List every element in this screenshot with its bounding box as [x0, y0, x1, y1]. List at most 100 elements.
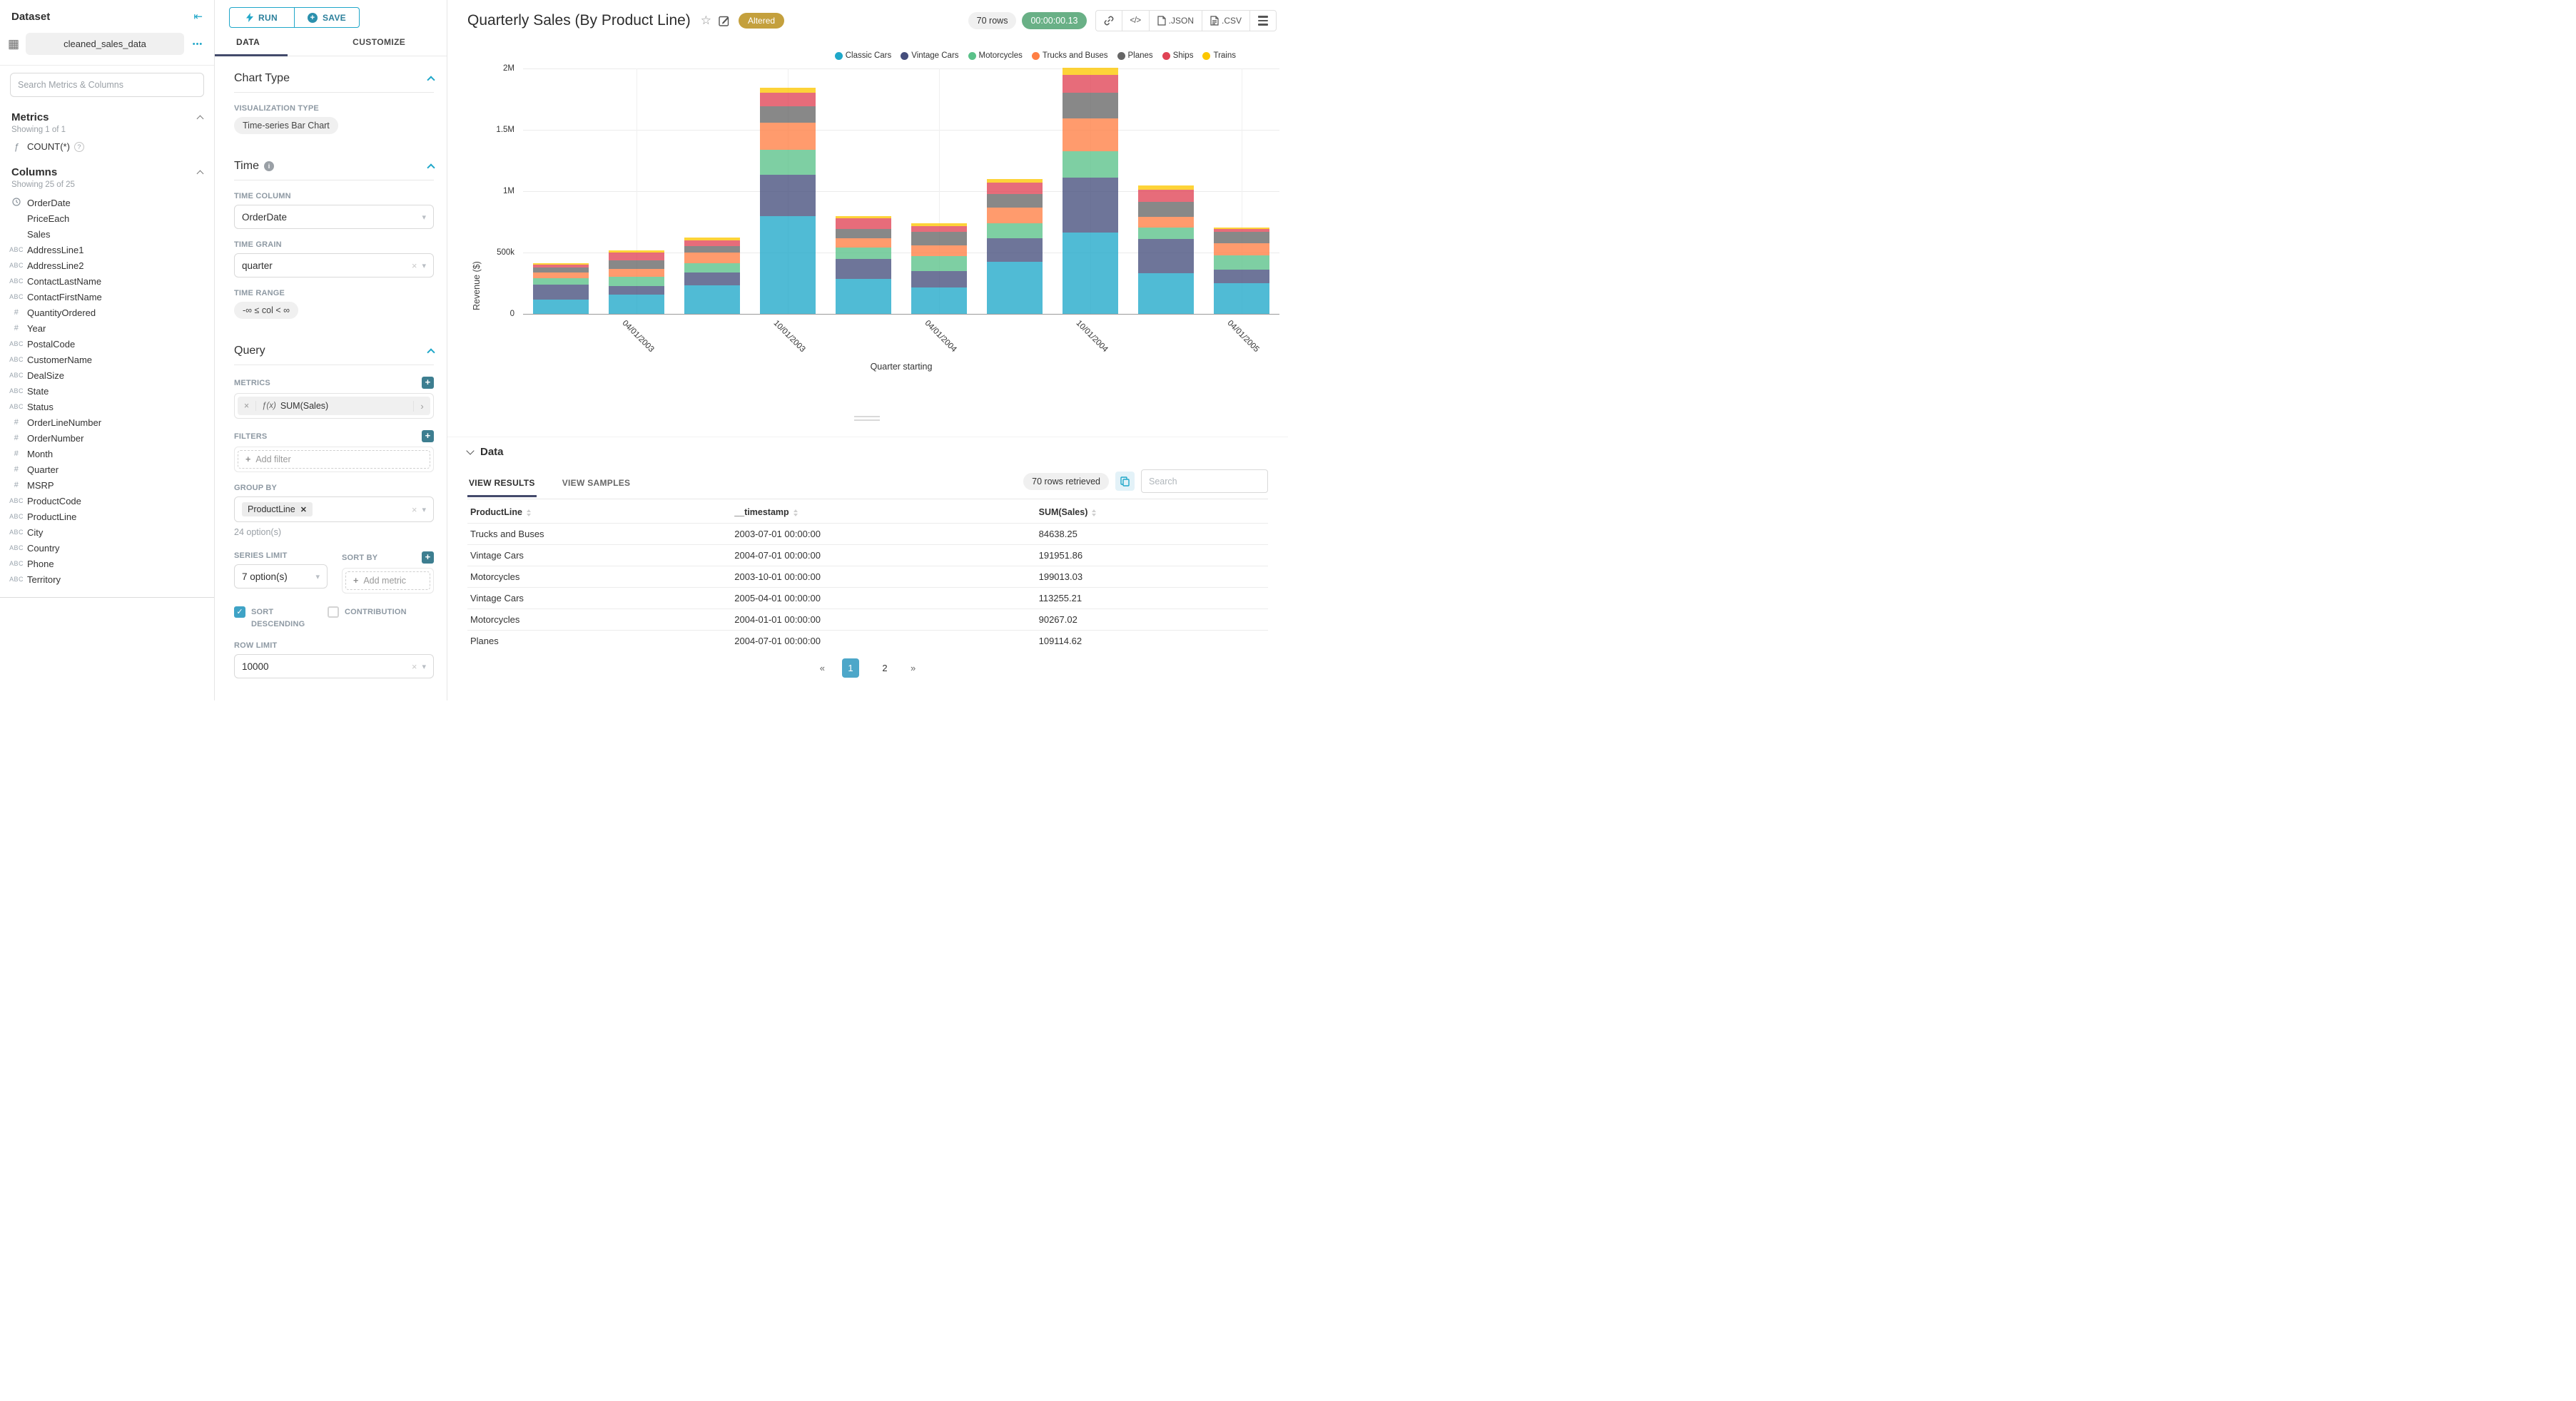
bar-segment[interactable] — [1214, 243, 1269, 255]
clear-icon[interactable]: × — [411, 504, 417, 515]
column-item[interactable]: ABC CustomerName — [0, 352, 214, 367]
metric-help-icon[interactable]: ? — [73, 141, 84, 152]
clear-icon[interactable]: × — [411, 260, 417, 271]
bar-segment[interactable] — [533, 299, 589, 315]
altered-badge[interactable]: Altered — [739, 13, 785, 29]
bar-segment[interactable] — [760, 106, 816, 123]
time-collapse-icon[interactable] — [427, 163, 435, 172]
bar-segment[interactable] — [760, 123, 816, 151]
column-item[interactable]: Sales — [0, 226, 214, 242]
bar-segment[interactable] — [533, 267, 589, 272]
stacked-bar[interactable] — [609, 250, 664, 315]
bar-segment[interactable] — [911, 225, 967, 233]
column-item[interactable]: # Quarter — [0, 462, 214, 477]
add-sort-metric-button[interactable]: + Add metric — [345, 571, 430, 590]
remove-metric-icon[interactable]: × — [238, 401, 256, 411]
column-item[interactable]: ABC Phone — [0, 556, 214, 571]
stacked-bar[interactable] — [911, 223, 967, 315]
bar-segment[interactable] — [1138, 201, 1194, 217]
bar-segment[interactable] — [1063, 75, 1118, 93]
bar-segment[interactable] — [836, 238, 891, 248]
bar-segment[interactable] — [1214, 232, 1269, 243]
bar-segment[interactable] — [1138, 272, 1194, 315]
bar-segment[interactable] — [684, 285, 740, 315]
add-filter-plus-button[interactable]: + — [422, 430, 434, 442]
expand-metric-icon[interactable]: › — [413, 400, 430, 412]
legend-item[interactable]: Classic Cars — [834, 51, 891, 60]
columns-collapse-icon[interactable] — [196, 170, 204, 178]
data-panel-toggle[interactable]: Data — [466, 437, 1268, 458]
bar-segment[interactable] — [533, 277, 589, 285]
clear-icon[interactable]: × — [411, 661, 417, 672]
column-header[interactable]: ProductLine — [467, 501, 731, 524]
add-metric-plus-button[interactable]: + — [422, 377, 434, 389]
bar-segment[interactable] — [836, 248, 891, 259]
bar-segment[interactable] — [684, 246, 740, 253]
column-header[interactable]: SUM(Sales) — [1036, 501, 1268, 524]
bar-segment[interactable] — [1063, 92, 1118, 119]
bar-segment[interactable] — [1214, 269, 1269, 283]
column-header[interactable]: __timestamp — [731, 501, 1035, 524]
bar-segment[interactable] — [1214, 282, 1269, 315]
stacked-bar[interactable] — [1138, 185, 1194, 315]
bar-segment[interactable] — [1138, 228, 1194, 240]
time-grain-select[interactable]: quarter × ▾ — [234, 253, 434, 277]
column-item[interactable]: ABC Country — [0, 540, 214, 556]
tab-view-results[interactable]: VIEW RESULTS — [467, 472, 537, 497]
query-collapse-icon[interactable] — [427, 348, 435, 357]
page-button[interactable]: 2 — [882, 663, 888, 673]
bar-segment[interactable] — [987, 223, 1043, 239]
bar-segment[interactable] — [1063, 151, 1118, 178]
previous-page-button[interactable]: « — [819, 663, 825, 673]
series-limit-select[interactable]: 7 option(s) ▾ — [234, 564, 328, 589]
column-item[interactable]: # MSRP — [0, 477, 214, 493]
page-button[interactable]: 1 — [842, 658, 859, 678]
bar-segment[interactable] — [684, 253, 740, 263]
bar-segment[interactable] — [609, 253, 664, 261]
column-item[interactable]: # OrderLineNumber — [0, 414, 214, 430]
bar-segment[interactable] — [911, 271, 967, 287]
column-item[interactable]: ABC ContactFirstName — [0, 289, 214, 305]
metric-item[interactable]: ƒ COUNT(*) ? — [0, 137, 214, 155]
bar-segment[interactable] — [533, 263, 589, 265]
dataset-selector[interactable]: cleaned_sales_data — [26, 33, 184, 55]
stacked-bar[interactable] — [760, 88, 816, 315]
sort-descending-checkbox[interactable]: ✓ — [234, 606, 245, 618]
bar-segment[interactable] — [987, 183, 1043, 194]
column-item[interactable]: ABC DealSize — [0, 367, 214, 383]
legend-item[interactable]: Motorcycles — [968, 51, 1023, 60]
bar-segment[interactable] — [684, 238, 740, 240]
stacked-bar[interactable] — [836, 215, 891, 315]
bar-segment[interactable] — [684, 240, 740, 247]
column-item[interactable]: # Year — [0, 320, 214, 336]
remove-tag-icon[interactable]: ✕ — [300, 505, 307, 514]
group-by-select[interactable]: ProductLine ✕ × ▾ — [234, 496, 434, 522]
collapse-sidebar-icon[interactable]: ⇤ — [193, 11, 203, 23]
bar-segment[interactable] — [1214, 227, 1269, 230]
bar-segment[interactable] — [533, 272, 589, 278]
column-item[interactable]: # QuantityOrdered — [0, 305, 214, 320]
add-filter-button[interactable]: + Add filter — [238, 450, 430, 469]
bar-segment[interactable] — [760, 216, 816, 315]
bar-segment[interactable] — [1138, 189, 1194, 202]
stacked-bar[interactable] — [1063, 67, 1118, 315]
bar-segment[interactable] — [1063, 118, 1118, 152]
time-range-value[interactable]: -∞ ≤ col < ∞ — [234, 302, 299, 319]
column-item[interactable]: ABC AddressLine2 — [0, 258, 214, 273]
copy-data-button[interactable] — [1115, 472, 1135, 491]
column-item[interactable]: # Month — [0, 446, 214, 462]
bar-segment[interactable] — [609, 268, 664, 277]
bar-segment[interactable] — [1063, 178, 1118, 233]
legend-item[interactable]: Trucks and Buses — [1031, 51, 1108, 60]
metrics-columns-search-input[interactable] — [10, 73, 204, 97]
legend-item[interactable]: Trains — [1202, 51, 1236, 60]
copy-link-button[interactable] — [1096, 11, 1122, 31]
bar-segment[interactable] — [609, 276, 664, 287]
column-item[interactable]: ABC Territory — [0, 571, 214, 587]
tab-view-samples[interactable]: VIEW SAMPLES — [562, 477, 631, 488]
bar-segment[interactable] — [911, 232, 967, 245]
visualization-type-value[interactable]: Time-series Bar Chart — [234, 117, 338, 134]
column-item[interactable]: ABC ProductLine — [0, 509, 214, 524]
chart-type-collapse-icon[interactable] — [427, 76, 435, 84]
column-item[interactable]: ABC ProductCode — [0, 493, 214, 509]
